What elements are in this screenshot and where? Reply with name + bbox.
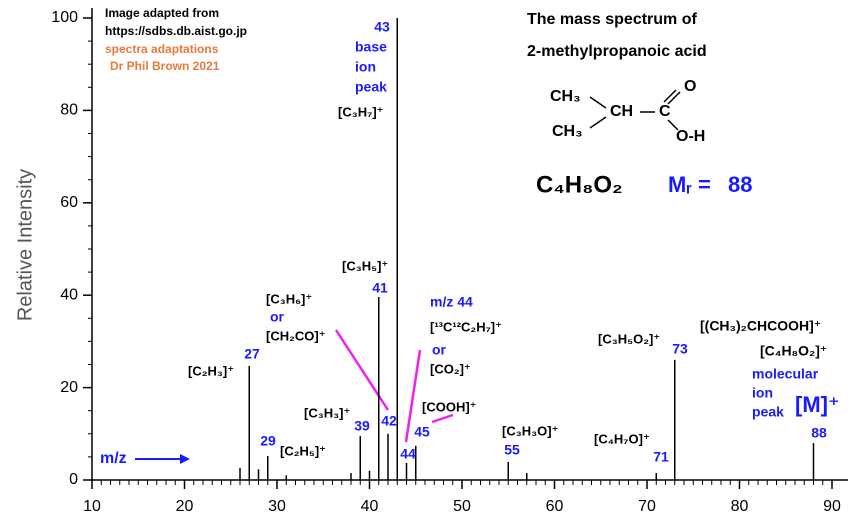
x-tick-label: 40 xyxy=(361,498,379,515)
annotation: CH₃ xyxy=(552,123,583,140)
y-tick-label: 60 xyxy=(60,194,78,211)
annotation: molecular xyxy=(752,366,819,382)
annotation: 42 xyxy=(381,413,397,429)
annotation: CH xyxy=(610,103,633,120)
annotation: or xyxy=(270,309,285,325)
annotation: [C₂H₃]⁺ xyxy=(188,363,234,378)
y-axis-label: Relative Intensity xyxy=(14,169,36,321)
annotation: 27 xyxy=(244,346,260,362)
x-tick-label: 80 xyxy=(731,498,749,515)
annotation: O xyxy=(684,78,696,95)
annotation: Mᵣ = xyxy=(668,172,711,197)
annotation: The mass spectrum of xyxy=(527,11,698,28)
annotation: Image adapted from xyxy=(105,6,219,20)
annotation: [(CH₃)₂CHCOOH]⁺ xyxy=(700,318,821,334)
annotation: base xyxy=(355,39,387,55)
annotation: 45 xyxy=(414,424,430,440)
structure-bonds xyxy=(589,89,681,131)
x-tick-label: 20 xyxy=(176,498,194,515)
annotation: spectra adaptations xyxy=(105,42,219,56)
annotation: [C₄H₈O₂]⁺ xyxy=(760,343,827,359)
annotation: [C₃H₃]⁺ xyxy=(304,405,350,420)
annotation: 29 xyxy=(260,433,276,449)
annotation: C xyxy=(659,103,671,120)
annotation: https://sdbs.db.aist.go.jp xyxy=(105,24,247,38)
annotation: [C₄H₇O]⁺ xyxy=(594,431,650,446)
annotation: peak xyxy=(355,79,387,95)
annotation: [CO₂]⁺ xyxy=(430,361,471,376)
annotation: m/z 44 xyxy=(430,294,473,310)
y-tick-label: 40 xyxy=(60,286,78,303)
x-tick-label: 30 xyxy=(268,498,286,515)
annotation: [C₃H₇]⁺ xyxy=(338,104,384,119)
annotation: 2-methylpropanoic acid xyxy=(527,43,707,60)
y-tick-label: 80 xyxy=(60,102,78,119)
annotation: ion xyxy=(355,59,376,75)
annotation: m/z xyxy=(100,450,127,467)
annotation: C₄H₈O₂ xyxy=(536,171,623,198)
x-tick-label: 50 xyxy=(453,498,471,515)
annotation: CH₃ xyxy=(550,88,581,105)
annotation: [M]⁺ xyxy=(795,392,840,417)
mz-arrow xyxy=(135,454,190,464)
annotation: [C₃H₆]⁺ xyxy=(266,291,312,306)
x-tick-label: 10 xyxy=(83,498,101,515)
annotation: 55 xyxy=(504,442,520,458)
y-tick-label: 20 xyxy=(60,379,78,396)
annotation: 44 xyxy=(400,446,416,462)
annotation: [C₃H₅]⁺ xyxy=(342,258,388,273)
annotation: [COOH]⁺ xyxy=(422,399,477,414)
annotation: [¹³C¹²C₂H₇]⁺ xyxy=(430,319,502,334)
x-tick-label: 90 xyxy=(823,498,841,515)
annotation: 71 xyxy=(653,449,669,465)
annotation: or xyxy=(432,342,447,358)
annotation: [CH₂CO]⁺ xyxy=(266,328,326,343)
annotation: peak xyxy=(752,404,784,420)
annotation: [C₃H₅O₂]⁺ xyxy=(598,331,660,346)
annotation: 41 xyxy=(372,280,388,296)
annotation: O-H xyxy=(676,128,705,145)
x-tick-label: 70 xyxy=(638,498,656,515)
y-tick-label: 100 xyxy=(51,9,78,26)
annotation: 43 xyxy=(374,19,390,35)
annotation: 88 xyxy=(811,425,827,441)
annotation: 73 xyxy=(672,341,688,357)
annotation: ion xyxy=(752,385,773,401)
annotation: 88 xyxy=(728,172,752,197)
x-tick-label: 60 xyxy=(546,498,564,515)
annotation: Dr Phil Brown 2021 xyxy=(110,59,220,73)
annotation: [C₂H₅]⁺ xyxy=(280,443,326,458)
annotation: [C₃H₃O]⁺ xyxy=(502,423,558,438)
y-tick-label: 0 xyxy=(69,471,78,488)
annotation: 39 xyxy=(354,418,370,434)
